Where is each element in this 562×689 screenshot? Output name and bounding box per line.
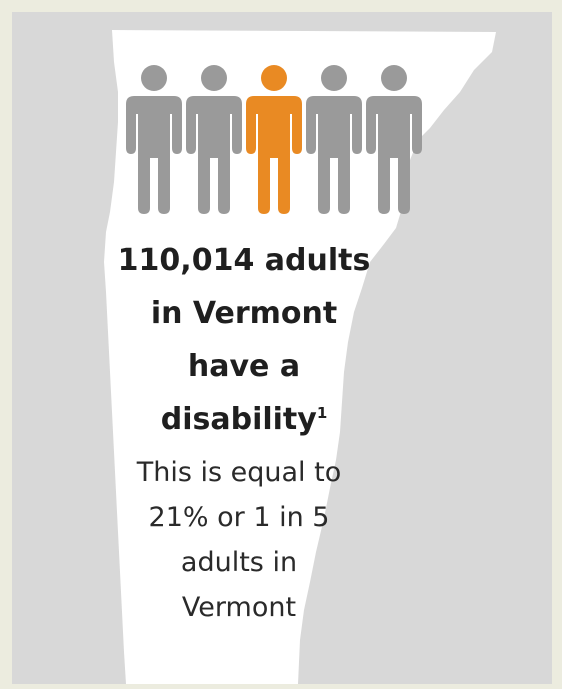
headline-line-last: disability1 xyxy=(104,393,384,446)
person-icon xyxy=(366,65,422,214)
footnote-marker: 1 xyxy=(316,404,328,422)
headline-text: disability xyxy=(160,402,317,437)
person-icon xyxy=(186,65,242,214)
headline-line: in Vermont xyxy=(150,296,338,331)
subtext-line: This is equal to xyxy=(136,457,342,488)
subtext-line: adults in xyxy=(180,547,298,578)
subtext-line: 21% or 1 in 5 xyxy=(148,502,330,533)
subtext-line: Vermont xyxy=(181,592,297,623)
person-icon xyxy=(126,65,182,214)
subtext: This is equal to 21% or 1 in 5 adults in… xyxy=(104,450,374,630)
headline-line: 110,014 adults xyxy=(117,243,371,278)
person-icon-highlighted xyxy=(246,65,302,214)
headline-line: have a xyxy=(187,349,301,384)
headline: 110,014 adults in Vermont have a disabil… xyxy=(104,234,384,446)
infographic-panel: 110,014 adults in Vermont have a disabil… xyxy=(12,12,552,684)
people-icons xyxy=(126,65,422,214)
person-icon xyxy=(306,65,362,214)
